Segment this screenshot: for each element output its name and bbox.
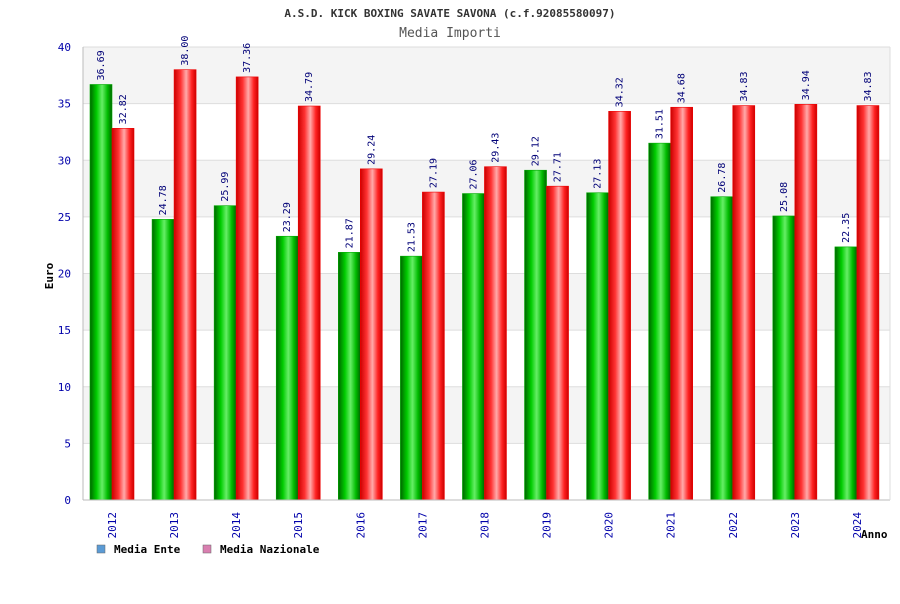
bar-media-nazionale — [794, 104, 818, 501]
x-tick-label: 2013 — [168, 512, 181, 539]
bar-media-nazionale — [856, 105, 880, 501]
y-tick-label: 20 — [58, 268, 71, 281]
bar-media-nazionale — [297, 105, 321, 501]
bar-media-nazionale — [484, 166, 507, 501]
bar-media-ente — [462, 193, 485, 501]
data-label: 27.71 — [553, 152, 564, 182]
bar-media-nazionale — [546, 185, 569, 501]
y-tick-label: 30 — [58, 154, 71, 167]
data-label: 27.13 — [593, 159, 604, 189]
data-label: 36.69 — [96, 50, 107, 80]
bars — [89, 69, 880, 501]
data-label: 26.78 — [717, 163, 728, 193]
y-tick-label: 25 — [58, 211, 71, 224]
legend-label-media-ente: Media Ente — [114, 543, 181, 556]
data-label: 27.19 — [428, 158, 439, 188]
legend: Media Ente Media Nazionale — [96, 543, 320, 556]
data-label: 29.24 — [366, 135, 377, 165]
bar-media-ente — [151, 219, 175, 501]
data-label: 25.08 — [779, 182, 790, 212]
data-label: 34.68 — [677, 73, 688, 103]
data-label: 32.82 — [118, 94, 129, 124]
y-tick-label: 5 — [64, 437, 71, 450]
bar-media-nazionale — [235, 76, 259, 501]
x-tick-label: 2016 — [354, 512, 367, 539]
y-tick-label: 15 — [58, 324, 71, 337]
x-tick-label: 2014 — [230, 512, 243, 539]
data-label: 29.12 — [531, 136, 542, 166]
data-label: 21.87 — [344, 218, 355, 248]
x-axis-ticks: 2012 2013 2014 2015 2016 2017 2018 2019 2020 2021… — [106, 512, 864, 539]
bar-media-nazionale — [111, 128, 135, 501]
data-label: 34.83 — [863, 71, 874, 101]
legend-swatch-media-ente — [96, 544, 106, 554]
bar-media-ente — [89, 84, 113, 501]
y-tick-label: 10 — [58, 381, 71, 394]
bar-media-nazionale — [608, 111, 631, 501]
y-axis-ticks: 0 5 10 15 20 25 30 35 40 — [58, 41, 71, 507]
bar-media-nazionale — [173, 69, 197, 501]
y-tick-label: 0 — [64, 494, 71, 507]
x-tick-label: 2024 — [851, 512, 864, 539]
data-label: 31.51 — [655, 109, 666, 139]
data-label: 34.79 — [304, 72, 315, 102]
bar-media-nazionale — [360, 168, 383, 501]
chart-title: A.S.D. KICK BOXING SAVATE SAVONA (c.f.92… — [284, 7, 615, 20]
bar-media-ente — [586, 192, 609, 501]
y-axis-label: Euro — [43, 262, 56, 289]
bar-media-ente — [213, 205, 237, 501]
bar-media-ente — [648, 142, 671, 501]
bar-media-nazionale — [670, 106, 693, 501]
data-label: 21.53 — [406, 222, 417, 252]
x-axis-label: Anno — [861, 528, 888, 541]
x-tick-label: 2015 — [292, 512, 305, 539]
bar-media-ente — [338, 252, 361, 501]
plot-band — [83, 47, 890, 104]
data-label: 34.32 — [615, 77, 626, 107]
x-tick-label: 2012 — [106, 512, 119, 539]
x-tick-label: 2020 — [603, 512, 616, 539]
axes — [82, 47, 891, 501]
data-label: 25.99 — [220, 172, 231, 202]
value-labels: 36.69 32.82 24.78 38.00 25.99 37.36 23.29 34.79… — [96, 36, 874, 253]
chart-subtitle: Media Importi — [399, 26, 501, 41]
legend-swatch-media-nazionale — [202, 544, 212, 554]
plot-band — [83, 103, 890, 161]
data-label: 22.35 — [841, 213, 852, 243]
bar-media-nazionale — [422, 191, 445, 501]
legend-label-media-nazionale: Media Nazionale — [220, 543, 320, 556]
bar-media-ente — [710, 196, 734, 501]
x-tick-label: 2017 — [416, 512, 429, 539]
y-tick-label: 40 — [58, 41, 71, 54]
data-label: 24.78 — [158, 185, 169, 215]
bar-media-ente — [275, 235, 299, 501]
x-tick-label: 2022 — [727, 512, 740, 539]
bar-media-ente — [524, 169, 547, 501]
x-tick-label: 2019 — [541, 512, 554, 539]
data-label: 34.83 — [739, 71, 750, 101]
data-label: 38.00 — [180, 36, 191, 66]
data-label: 23.29 — [282, 202, 293, 232]
x-tick-label: 2018 — [478, 512, 491, 539]
x-tick-label: 2021 — [665, 512, 678, 539]
bar-media-ente — [772, 215, 796, 501]
bar-media-nazionale — [732, 105, 756, 501]
bar-media-ente — [834, 246, 858, 501]
data-label: 27.06 — [468, 159, 479, 189]
data-label: 37.36 — [242, 43, 253, 73]
data-label: 29.43 — [490, 133, 501, 163]
y-tick-label: 35 — [58, 98, 71, 111]
bar-media-ente — [400, 255, 423, 501]
x-tick-label: 2023 — [789, 512, 802, 539]
data-label: 34.94 — [801, 70, 812, 100]
